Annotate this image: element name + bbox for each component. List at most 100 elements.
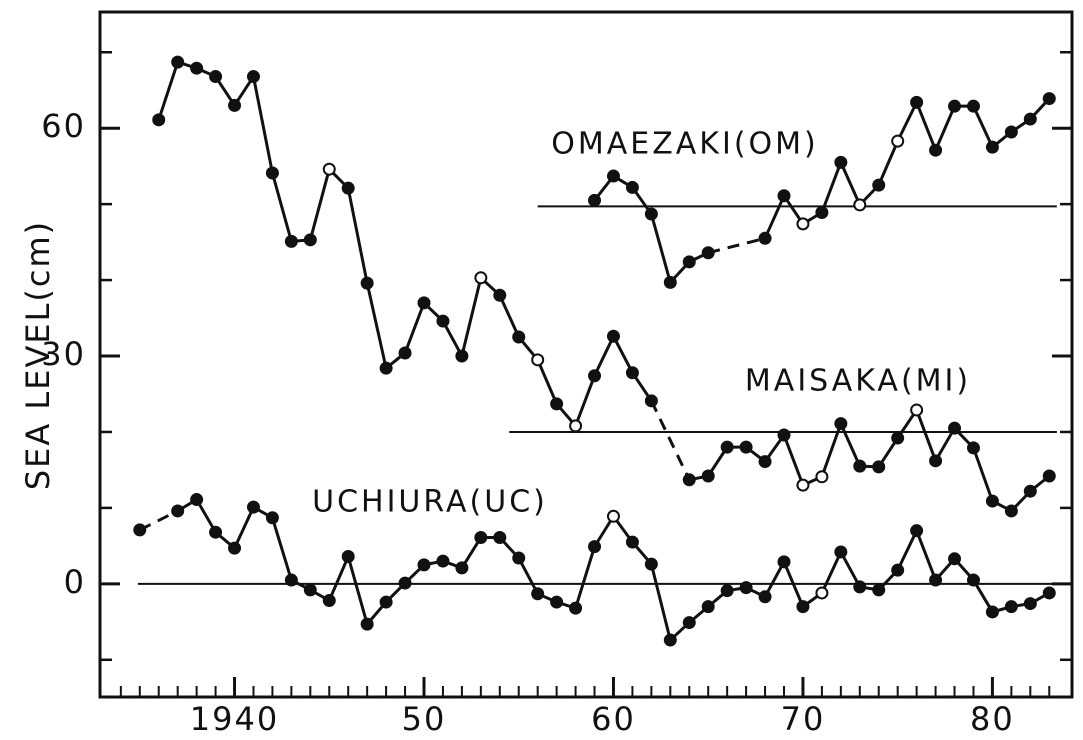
data-point	[1004, 125, 1018, 139]
data-point	[493, 531, 507, 545]
data-point	[910, 95, 924, 109]
data-point	[644, 557, 658, 571]
data-point	[644, 207, 658, 221]
data-point	[948, 552, 962, 566]
data-point	[474, 531, 488, 545]
data-point	[796, 478, 810, 492]
data-point	[625, 180, 639, 194]
data-point	[720, 584, 734, 598]
data-point	[663, 633, 677, 647]
data-point	[531, 353, 545, 367]
data-point	[796, 600, 810, 614]
data-point	[550, 397, 564, 411]
data-point	[834, 545, 848, 559]
data-point	[171, 504, 185, 518]
data-point	[1042, 469, 1056, 483]
data-point	[891, 134, 905, 148]
data-point	[720, 440, 734, 454]
y-tick-label: 60	[41, 107, 86, 145]
data-point	[379, 361, 393, 375]
x-tick-label: 70	[781, 700, 826, 738]
data-point	[966, 441, 980, 455]
data-point	[815, 586, 829, 600]
data-point	[682, 473, 696, 487]
data-point	[322, 594, 336, 608]
data-point	[588, 193, 602, 207]
data-point	[891, 431, 905, 445]
data-point	[834, 155, 848, 169]
data-point	[701, 469, 715, 483]
data-point	[190, 61, 204, 75]
data-point	[455, 349, 469, 363]
data-point	[606, 509, 620, 523]
data-point	[966, 573, 980, 587]
data-point	[550, 595, 564, 609]
data-point	[588, 369, 602, 383]
data-point	[985, 605, 999, 619]
gap-bridge	[139, 509, 179, 532]
data-point	[493, 288, 507, 302]
data-point	[929, 454, 943, 468]
x-tick-label: 1940	[190, 700, 279, 738]
data-point	[303, 583, 317, 597]
data-point	[436, 554, 450, 568]
data-point	[379, 595, 393, 609]
gap-bridge	[650, 400, 691, 481]
data-point	[853, 459, 867, 473]
data-point	[1042, 586, 1056, 600]
data-point	[303, 233, 317, 247]
data-point	[531, 587, 545, 601]
data-point	[910, 524, 924, 538]
data-point	[929, 143, 943, 157]
data-point	[701, 600, 715, 614]
data-point	[284, 234, 298, 248]
data-point	[796, 217, 810, 231]
data-point	[436, 314, 450, 328]
data-point	[948, 421, 962, 435]
data-point	[966, 99, 980, 113]
data-point	[853, 198, 867, 212]
series-label: MAISAKA(MI)	[745, 364, 971, 399]
series-line	[763, 97, 1051, 239]
data-point	[872, 178, 886, 192]
series-line	[157, 60, 653, 429]
data-point	[1023, 597, 1037, 611]
data-point	[265, 166, 279, 180]
data-point	[284, 573, 298, 587]
data-point	[777, 189, 791, 203]
data-point	[209, 70, 223, 84]
data-point	[322, 162, 336, 176]
data-point	[1042, 92, 1056, 106]
data-point	[815, 470, 829, 484]
data-point	[625, 535, 639, 549]
data-point	[758, 231, 772, 245]
x-tick-label: 60	[591, 700, 636, 738]
series-label: OMAEZAKI(OM)	[551, 127, 818, 162]
data-point	[569, 419, 583, 433]
data-point	[455, 561, 469, 575]
data-point	[417, 558, 431, 572]
data-point	[853, 580, 867, 594]
data-point	[228, 98, 242, 112]
data-point	[682, 616, 696, 630]
y-tick-label: 30	[41, 335, 86, 373]
data-point	[569, 601, 583, 615]
data-point	[152, 113, 166, 127]
data-point	[474, 271, 488, 285]
data-point	[606, 329, 620, 343]
gap-bridge	[707, 236, 766, 255]
data-point	[417, 296, 431, 310]
data-point	[246, 500, 260, 514]
data-point	[834, 417, 848, 431]
plot-frame	[98, 10, 1074, 699]
data-point	[682, 255, 696, 269]
data-point	[929, 573, 943, 587]
data-point	[228, 541, 242, 555]
data-point	[985, 140, 999, 154]
data-point	[872, 583, 886, 597]
data-point	[948, 99, 962, 113]
data-point	[360, 617, 374, 631]
data-point	[246, 70, 260, 84]
data-point	[209, 525, 223, 539]
